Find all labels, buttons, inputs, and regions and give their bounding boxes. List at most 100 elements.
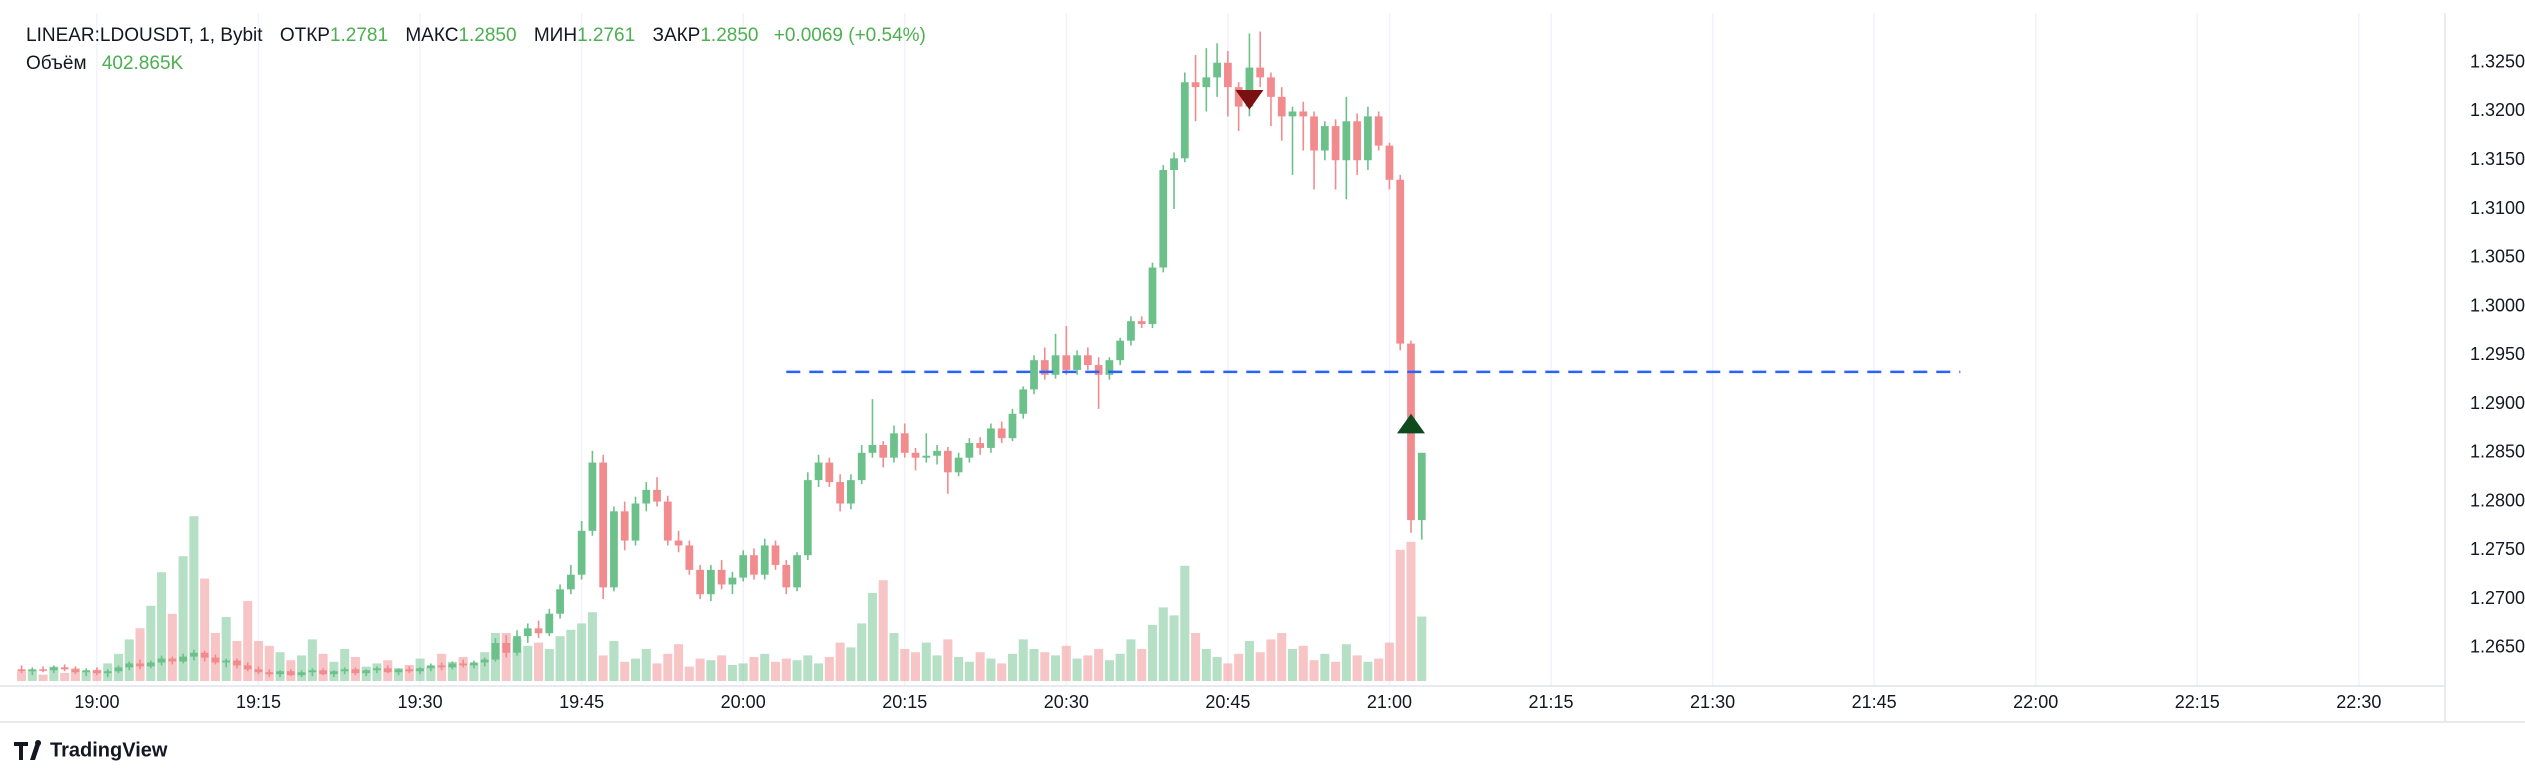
brand-name: TradingView bbox=[50, 739, 168, 761]
volume-bar bbox=[534, 642, 544, 681]
volume-bar bbox=[264, 645, 274, 681]
candle-body bbox=[836, 482, 845, 504]
y-tick-label: 1.3150 bbox=[2470, 149, 2525, 169]
candle-body bbox=[351, 669, 360, 674]
volume-bar bbox=[997, 663, 1007, 681]
candle-body bbox=[1234, 87, 1243, 107]
volume-bar bbox=[1363, 661, 1373, 681]
volume-bar bbox=[1180, 565, 1190, 681]
candle-body bbox=[114, 667, 123, 672]
candle-body bbox=[663, 501, 672, 541]
y-tick-label: 1.3250 bbox=[2470, 51, 2525, 71]
y-tick-label: 1.3000 bbox=[2470, 295, 2525, 315]
legend-high: 1.2850 bbox=[458, 25, 516, 46]
legend-volume-label: Объём bbox=[26, 53, 87, 74]
candle-body bbox=[707, 569, 715, 595]
candle-body bbox=[857, 452, 866, 481]
legend-low-label: МИН bbox=[534, 25, 577, 46]
volume-bar bbox=[1201, 649, 1211, 681]
volume-bar bbox=[189, 516, 199, 681]
candle-body bbox=[330, 671, 338, 675]
volume-bar bbox=[706, 660, 716, 681]
candle-body bbox=[782, 564, 791, 588]
candle-body bbox=[1374, 116, 1383, 146]
candle-body bbox=[1073, 355, 1081, 370]
candle-body bbox=[653, 489, 661, 502]
volume-bar bbox=[630, 658, 641, 681]
candle-body bbox=[276, 671, 284, 675]
candle-body bbox=[922, 455, 931, 458]
volume-bar bbox=[297, 655, 307, 681]
candle-body bbox=[1331, 126, 1340, 161]
candle-body bbox=[82, 670, 91, 673]
candle-body bbox=[28, 669, 37, 672]
candle-body bbox=[814, 462, 823, 481]
volume-bar bbox=[135, 628, 145, 681]
volume-bar bbox=[1126, 639, 1136, 681]
y-tick-label: 1.3100 bbox=[2470, 198, 2525, 218]
candle-body bbox=[362, 670, 371, 674]
volume-bar bbox=[641, 649, 651, 681]
y-tick-label: 1.2650 bbox=[2470, 637, 2525, 657]
legend-change: +0.0069 (+0.54%) bbox=[774, 25, 926, 46]
volume-bar bbox=[27, 669, 37, 681]
y-tick-label: 1.2700 bbox=[2470, 588, 2525, 608]
candle-body bbox=[491, 642, 500, 660]
candle-body bbox=[1202, 77, 1211, 88]
x-tick-label: 20:00 bbox=[721, 692, 766, 712]
candle-body bbox=[523, 628, 532, 637]
candle-body bbox=[103, 671, 112, 674]
candle-body bbox=[933, 450, 941, 456]
candle-body bbox=[1040, 360, 1049, 375]
candle-body bbox=[243, 665, 252, 670]
trade-marker bbox=[1396, 413, 1425, 434]
candle-body bbox=[1267, 77, 1275, 97]
volume-bar bbox=[577, 623, 587, 681]
legend-close-label: ЗАКР bbox=[652, 25, 700, 46]
volume-bar bbox=[243, 601, 253, 681]
candle-body bbox=[71, 669, 80, 673]
candle-body bbox=[1170, 158, 1178, 171]
volume-bar bbox=[1115, 653, 1125, 681]
candle-body bbox=[1094, 365, 1103, 375]
volume-bar bbox=[1331, 661, 1341, 681]
candle-body bbox=[760, 545, 769, 575]
candle-body bbox=[189, 652, 198, 657]
candle-body bbox=[1288, 111, 1297, 117]
candle-body bbox=[437, 665, 446, 668]
volume-bar bbox=[1406, 541, 1416, 681]
candle-body bbox=[976, 443, 985, 448]
volume-bar bbox=[803, 655, 813, 681]
volume-bar bbox=[307, 639, 317, 681]
volume-bar bbox=[609, 641, 619, 681]
volume-bar bbox=[81, 671, 91, 681]
volume-bar bbox=[1277, 633, 1287, 681]
volume-bar bbox=[146, 605, 156, 681]
candle-body bbox=[1353, 121, 1362, 161]
candle-body bbox=[825, 462, 834, 483]
candle-body bbox=[513, 636, 521, 653]
candle-body bbox=[696, 569, 704, 595]
volume-bar bbox=[1341, 644, 1351, 681]
legend-close: 1.2850 bbox=[700, 25, 758, 46]
candle-body bbox=[739, 555, 748, 578]
volume-pane bbox=[17, 516, 1427, 681]
candle-body bbox=[900, 433, 909, 453]
candle-body bbox=[17, 669, 26, 672]
candle-body bbox=[426, 665, 435, 669]
candle-body bbox=[1417, 452, 1426, 521]
candle-body bbox=[943, 450, 952, 473]
candle-body bbox=[211, 657, 220, 663]
candle-body bbox=[566, 574, 575, 590]
volume-bar bbox=[566, 629, 576, 681]
volume-bar bbox=[1384, 642, 1394, 681]
volume-bar bbox=[1094, 649, 1104, 681]
candle-body bbox=[340, 669, 349, 672]
candle-body bbox=[1105, 360, 1114, 375]
legend-open-label: ОТКР bbox=[280, 25, 330, 46]
candle-body bbox=[620, 511, 629, 541]
legend-low: 1.2761 bbox=[577, 25, 635, 46]
candle-body bbox=[1148, 267, 1157, 325]
x-tick-label: 22:30 bbox=[2336, 692, 2381, 712]
